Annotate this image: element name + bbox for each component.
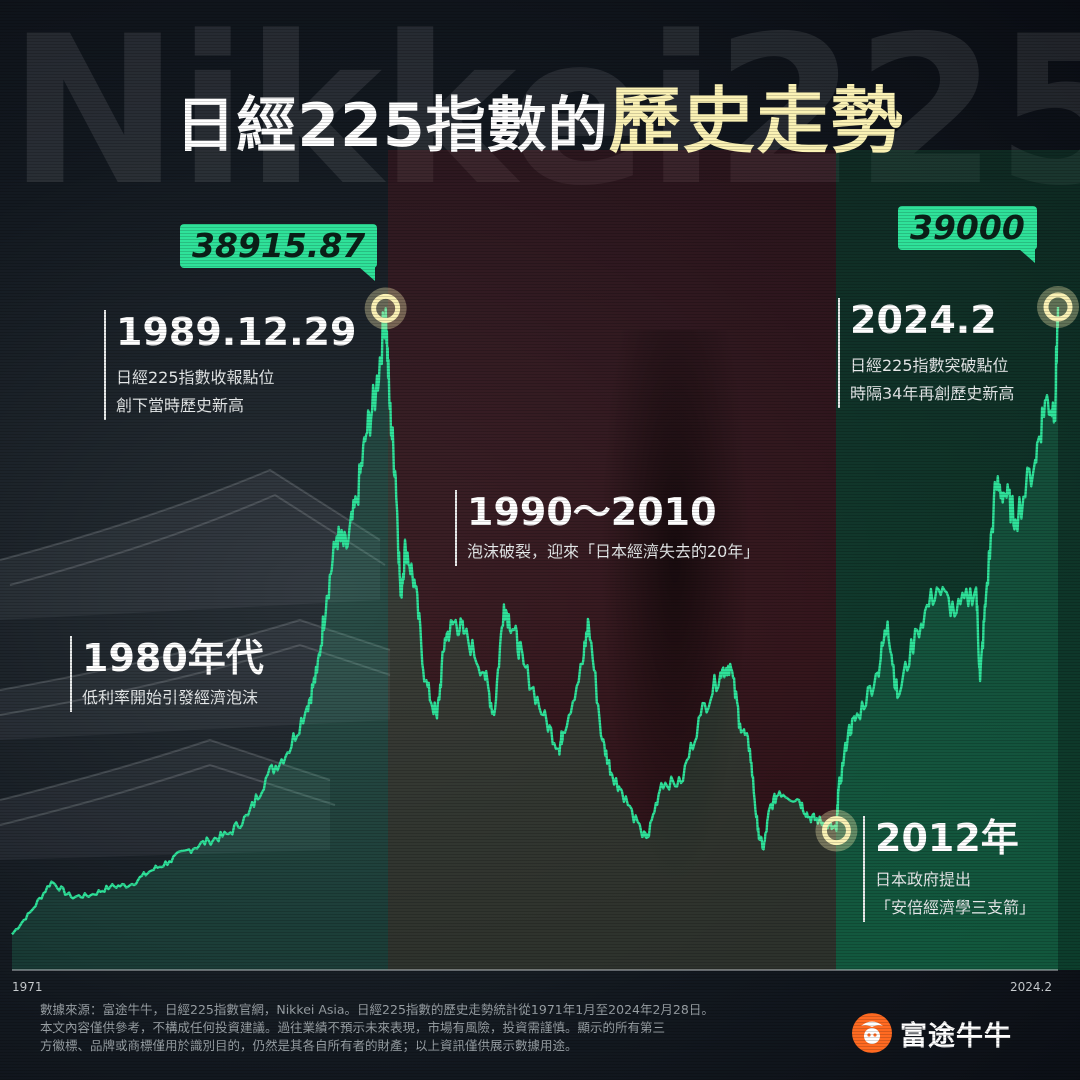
footer-source-line: 數據來源：富途牛牛，日經225指數官網，Nikkei Asia。日經225指數的… (40, 1002, 714, 1017)
annotation-1980s: 1980年代 低利率開始引發經濟泡沫 (70, 636, 264, 712)
annotation-1990-2010-title: 1990～2010 (467, 490, 717, 534)
annotation-1989-line2: 創下當時歷史新高 (116, 396, 245, 415)
chart-area-fill (12, 307, 1058, 970)
brand-logo: 富途牛牛 (852, 1010, 1012, 1056)
chart-series-line (11, 306, 1060, 936)
annotation-1989-title: 1989.12.29 (116, 310, 357, 354)
futu-bull-logo-icon (852, 1013, 892, 1053)
era-band-recovery (836, 150, 1080, 970)
annotation-2024: 2024.2 日經225指數突破點位 時隔34年再創歷史新高 (838, 298, 1014, 408)
annotation-2012-title: 2012年 (875, 816, 1019, 860)
title-part-2: 歷史走勢 (608, 79, 905, 163)
annotation-2012-line1: 日本政府提出 (875, 870, 972, 889)
brand-name: 富途牛牛 (900, 1020, 1012, 1052)
marker-2012-low (815, 809, 858, 852)
marker-1989-peak (364, 287, 407, 330)
footer-disclaimer-line-3: 方徽標、品牌或商標僅用於識別目的，仍然是其各自所有者的財產；以上資訊僅供展示數據… (40, 1038, 578, 1053)
marker-2024-high (1037, 286, 1079, 328)
peak-value-tag-2024: 39000 (898, 206, 1037, 263)
annotation-2024-line1: 日經225指數突破點位 (850, 356, 1009, 375)
annotation-2012-line2: 「安倍經濟學三支箭」 (875, 898, 1036, 917)
page-title: 日經225指數的歷史走勢 (0, 62, 1080, 167)
annotation-2024-title: 2024.2 (850, 298, 997, 342)
annotation-2012: 2012年 日本政府提出 「安倍經濟學三支箭」 (863, 816, 1035, 922)
annotation-1980s-title: 1980年代 (82, 636, 264, 680)
title-part-1: 日經225指數的 (175, 91, 609, 161)
annotation-1990-2010: 1990～2010 泡沫破裂，迎來「日本經濟失去的20年」 (455, 490, 759, 566)
annotation-2024-line2: 時隔34年再創歷史新高 (850, 384, 1015, 403)
annotation-1980s-line1: 低利率開始引發經濟泡沫 (82, 688, 259, 707)
annotation-1990-2010-line1: 泡沫破裂，迎來「日本經濟失去的20年」 (467, 542, 760, 561)
annotation-1989-line1: 日經225指數收報點位 (116, 368, 275, 387)
peak-value-tag-1989: 38915.87 (180, 224, 378, 281)
footer-disclaimer-line-2: 本文內容僅供參考，不構成任何投資建議。過往業績不預示未來表現，市場有風險，投資需… (40, 1020, 666, 1035)
footer-disclaimer: 數據來源：富途牛牛，日經225指數官網，Nikkei Asia。日經225指數的… (40, 1001, 840, 1055)
annotation-1989: 1989.12.29 日經225指數收報點位 創下當時歷史新高 (104, 310, 356, 420)
x-tick-label-end: 2024.2 (1010, 980, 1052, 994)
x-tick-label-start: 1971 (12, 980, 43, 994)
